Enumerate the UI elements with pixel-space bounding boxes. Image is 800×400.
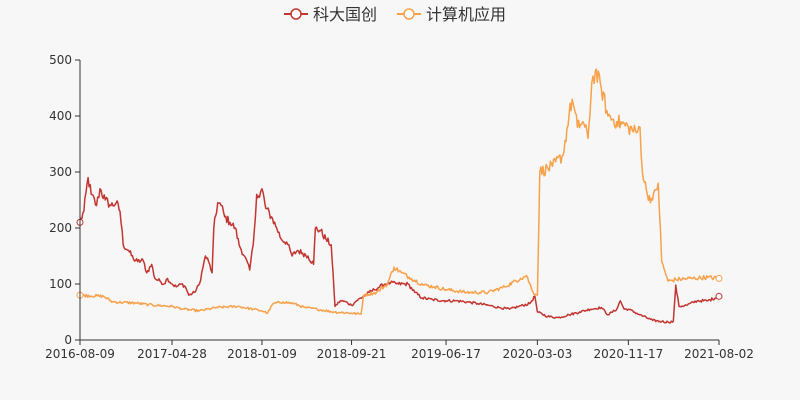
series-end-point [715,292,723,300]
series-end-point [715,274,723,282]
y-tick-label: 500 [49,53,72,67]
axes-layer [79,60,719,341]
y-tick-label: 300 [49,165,72,179]
legend[interactable]: 科大国创 计算机应用 [284,5,506,24]
series-line-1 [79,68,720,316]
x-axis-ticks: 2016-08-09 2017-04-28 2018-01-09 2018-09-21… [45,340,754,361]
legend-marker-1[interactable] [403,8,415,20]
y-tick-label: 100 [49,277,72,291]
legend-label-1[interactable]: 计算机应用 [426,5,506,24]
x-tick-label: 2018-09-21 [317,347,387,361]
y-axis-ticks: 0 100 200 300 400 500 [49,53,80,347]
x-tick-label: 2020-11-17 [593,347,663,361]
legend-marker-0[interactable] [290,8,302,20]
y-tick-label: 200 [49,221,72,235]
x-tick-label: 2019-06-17 [411,347,481,361]
y-tick-label: 400 [49,109,72,123]
x-tick-label: 2020-03-03 [503,347,573,361]
x-tick-label: 2018-01-09 [227,347,297,361]
x-tick-label: 2017-04-28 [137,347,207,361]
series-line-0 [79,176,720,324]
legend-label-0[interactable]: 科大国创 [313,5,377,24]
x-tick-label: 2016-08-09 [45,347,115,361]
series-layer [76,68,723,324]
x-tick-label: 2021-08-02 [684,347,754,361]
y-tick-label: 0 [64,333,72,347]
